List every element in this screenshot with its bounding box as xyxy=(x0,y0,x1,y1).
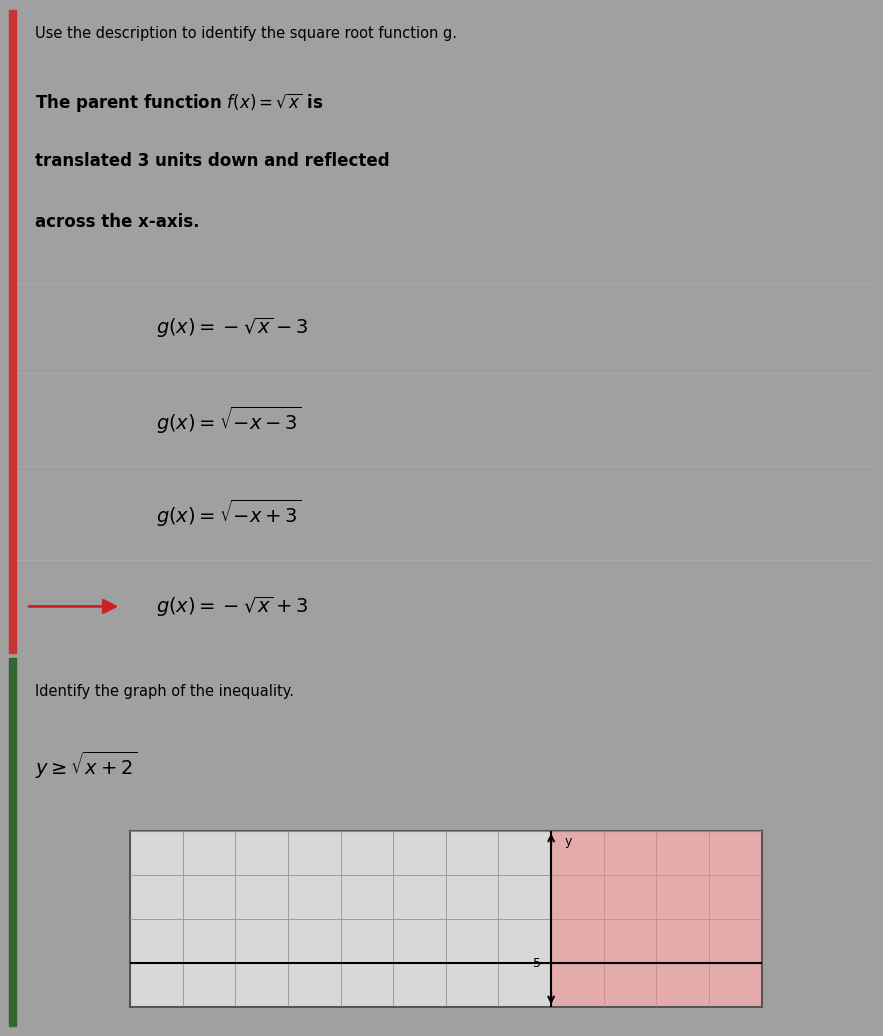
Text: 5: 5 xyxy=(532,956,540,970)
Bar xyxy=(9,658,16,1026)
Text: $g\left(x\right)=\sqrt{-x+3}$: $g\left(x\right)=\sqrt{-x+3}$ xyxy=(156,497,302,529)
Text: $g\left(x\right)=-\sqrt{x}+3$: $g\left(x\right)=-\sqrt{x}+3$ xyxy=(156,595,308,618)
Text: $y\geq\sqrt{x+2}$: $y\geq\sqrt{x+2}$ xyxy=(34,750,137,781)
Text: translated 3 units down and reflected: translated 3 units down and reflected xyxy=(34,151,389,170)
Text: $g\left(x\right)=-\sqrt{x}-3$: $g\left(x\right)=-\sqrt{x}-3$ xyxy=(156,316,308,341)
Text: The parent function $f\left(x\right)=\sqrt{x}$ is: The parent function $f\left(x\right)=\sq… xyxy=(34,90,323,114)
Text: Identify the graph of the inequality.: Identify the graph of the inequality. xyxy=(34,684,294,698)
Bar xyxy=(9,10,16,653)
Text: y: y xyxy=(564,835,571,848)
Text: Use the description to identify the square root function g.: Use the description to identify the squa… xyxy=(34,26,457,41)
Text: $g\left(x\right)=\sqrt{-x-3}$: $g\left(x\right)=\sqrt{-x-3}$ xyxy=(156,405,302,436)
Text: across the x-axis.: across the x-axis. xyxy=(34,212,200,231)
